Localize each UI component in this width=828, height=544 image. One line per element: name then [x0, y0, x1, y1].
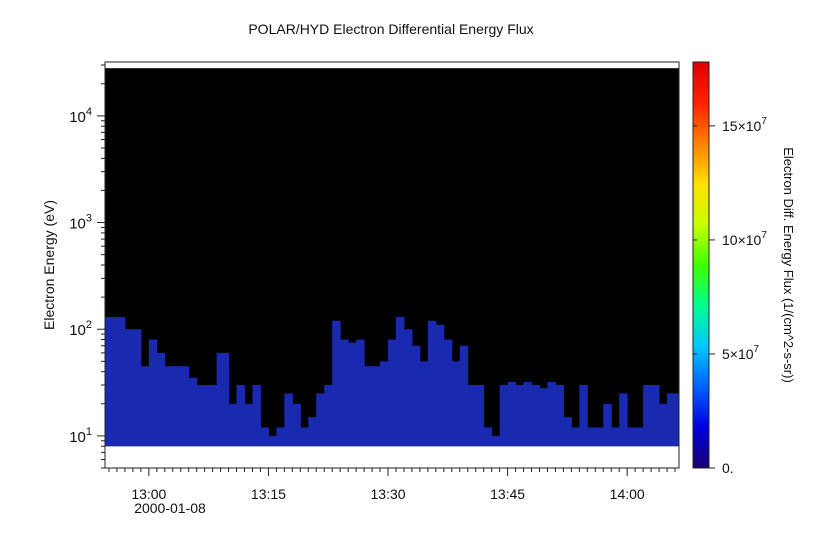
flux-column	[156, 352, 166, 447]
flux-region	[105, 317, 679, 447]
flux-column	[196, 384, 206, 447]
flux-column	[451, 361, 461, 447]
flux-column	[531, 384, 540, 447]
flux-column	[324, 384, 333, 447]
colorbar-tick-label: 10×107	[722, 230, 767, 248]
flux-column	[380, 361, 389, 447]
flux-column	[603, 403, 612, 447]
flux-column	[276, 427, 285, 447]
flux-column	[372, 366, 381, 447]
flux-column	[244, 403, 253, 447]
flux-column	[340, 339, 349, 447]
flux-column	[228, 403, 238, 447]
flux-column	[555, 384, 564, 447]
flux-column	[292, 403, 301, 447]
flux-column	[587, 427, 596, 447]
flux-column	[268, 435, 277, 447]
date-label: 2000-01-08	[134, 500, 206, 516]
y-tick-label: 101	[69, 426, 92, 446]
y-tick-label: 102	[69, 319, 92, 339]
flux-column	[124, 329, 134, 447]
flux-column	[364, 366, 373, 447]
flux-column	[611, 427, 620, 447]
flux-column	[539, 388, 548, 447]
y-axis: 101 102 103 104	[69, 64, 105, 469]
flux-column	[499, 384, 509, 447]
flux-column	[252, 384, 261, 447]
x-axis: 13:00 13:15 13:30 13:45 14:00	[108, 468, 676, 502]
flux-column	[356, 339, 365, 447]
flux-column	[507, 382, 517, 447]
flux-column	[435, 324, 445, 447]
flux-column	[204, 384, 218, 447]
chart-title: POLAR/HYD Electron Differential Energy F…	[248, 21, 533, 37]
colorbar-tick-label: 0.	[722, 460, 734, 476]
flux-column	[180, 366, 190, 447]
flux-column	[475, 384, 485, 447]
flux-column	[443, 339, 453, 447]
flux-column	[459, 345, 469, 447]
flux-column	[284, 393, 293, 447]
flux-column	[571, 427, 580, 447]
flux-column	[411, 345, 421, 447]
flux-column	[667, 393, 679, 447]
flux-column	[419, 361, 429, 447]
x-tick-label: 13:45	[490, 486, 525, 502]
flux-column	[579, 384, 588, 447]
flux-column	[316, 393, 325, 447]
flux-column	[236, 384, 246, 447]
flux-column	[403, 329, 413, 447]
flux-column	[116, 317, 126, 447]
flux-column	[188, 377, 198, 447]
flux-column	[140, 366, 150, 447]
y-tick-label: 104	[69, 106, 92, 126]
flux-column	[659, 403, 668, 447]
colorbar-tick-label: 15×107	[722, 116, 767, 134]
x-tick-label: 13:15	[251, 486, 286, 502]
flux-column	[308, 417, 317, 447]
flux-column	[148, 339, 158, 447]
flux-column	[643, 384, 652, 447]
x-tick-label: 13:00	[131, 486, 166, 502]
plot-area	[104, 61, 680, 469]
y-tick-label: 103	[69, 213, 92, 233]
flux-column	[216, 352, 230, 447]
flux-column	[595, 427, 604, 447]
flux-column	[483, 427, 493, 447]
flux-column	[427, 320, 437, 447]
flux-column	[348, 342, 357, 447]
flux-column	[332, 320, 341, 447]
colorbar-ticks: 0. 5×107 10×107 15×107	[693, 116, 767, 476]
flux-column	[515, 384, 525, 447]
flux-column	[619, 393, 628, 447]
flux-column	[627, 427, 636, 447]
flux-column	[491, 435, 501, 447]
colorbar: 0. 5×107 10×107 15×107 Electron Diff. Energ…	[692, 61, 796, 476]
x-tick-label: 14:00	[610, 486, 645, 502]
flux-column	[635, 427, 644, 447]
flux-column	[651, 384, 660, 447]
flux-column	[388, 339, 397, 447]
flux-column	[563, 417, 572, 447]
flux-column	[467, 384, 477, 447]
flux-column	[132, 329, 142, 447]
flux-column	[395, 317, 405, 447]
flux-column	[300, 427, 309, 447]
flux-column	[164, 366, 182, 447]
flux-column	[547, 382, 556, 447]
flux-column	[105, 317, 118, 447]
flux-column	[523, 382, 533, 447]
y-axis-label: Electron Energy (eV)	[41, 200, 57, 330]
flux-column	[260, 427, 269, 447]
colorbar-tick-label: 5×107	[722, 344, 760, 362]
x-tick-label: 13:30	[370, 486, 405, 502]
colorbar-label: Electron Diff. Energy Flux (1/(cm^2-s-sr…	[781, 147, 796, 383]
colorbar-gradient	[692, 61, 710, 469]
